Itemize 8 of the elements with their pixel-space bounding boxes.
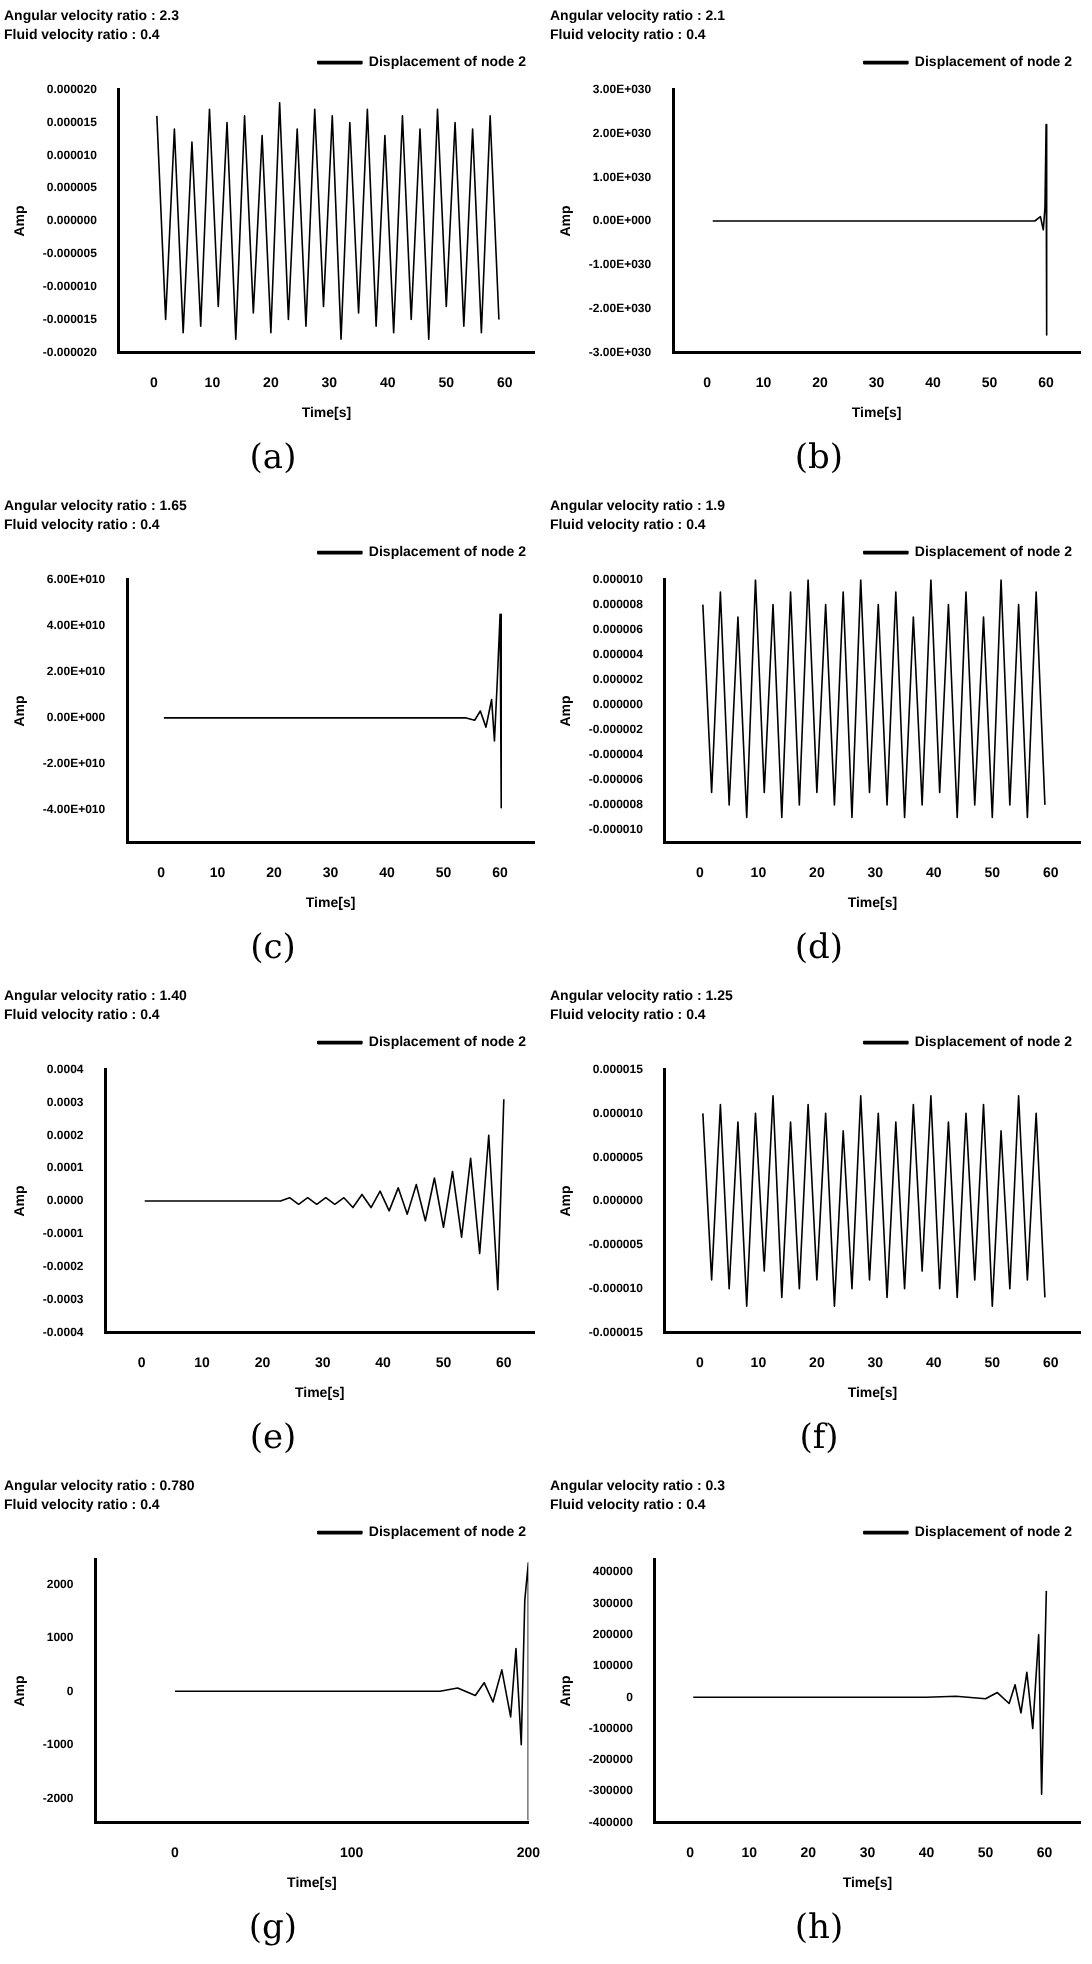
text: (c)	[248, 926, 298, 972]
text: (g)	[246, 1906, 300, 1952]
text: (a)	[247, 436, 299, 482]
text: (e)	[247, 1416, 299, 1462]
text: (h)	[792, 1906, 846, 1952]
text: (d)	[792, 926, 846, 972]
text: (b)	[792, 436, 846, 482]
text: (f)	[797, 1416, 841, 1462]
